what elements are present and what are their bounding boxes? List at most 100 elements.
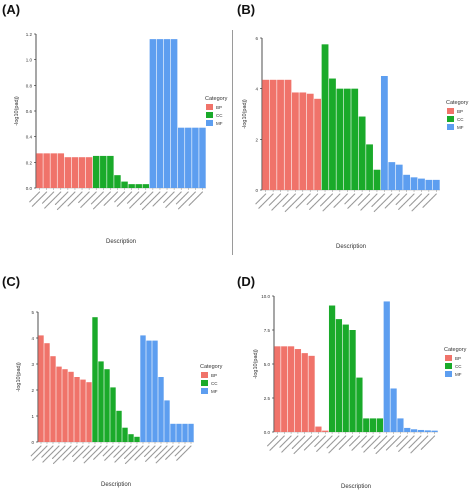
panel-a-bar-mf <box>163 39 171 189</box>
panel-c-xtick-label <box>145 445 162 462</box>
panel-c-bar-mf <box>140 335 146 442</box>
panel-a-legend-title: Category <box>205 96 228 102</box>
panel-a-xtick-label <box>56 191 76 211</box>
panel-a-ytick-label: 0.2 <box>26 160 33 165</box>
panel-d-xtick-label <box>268 435 285 452</box>
panel-c-xtick-label <box>155 445 174 464</box>
panel-d-xtick-label <box>420 435 436 450</box>
panel-c-xtick-label <box>175 445 192 462</box>
panel-a-xtick-label <box>67 191 83 207</box>
panel-b-bar-cc <box>329 78 336 190</box>
panel-a-xtick-label <box>152 191 168 207</box>
panel-d-bar-mf <box>383 301 390 432</box>
panel-d-legend-label-mf: MF <box>455 372 462 377</box>
panel-d-xtick-label <box>328 435 347 454</box>
panel-b-legend-label-bp: BP <box>457 109 463 114</box>
panel-d-bar-mf <box>410 429 418 432</box>
panel-d-legend-swatch-bp <box>445 355 452 361</box>
panel-b-xtick-label <box>371 193 385 208</box>
panel-b-bar-cc <box>336 88 344 190</box>
panel-d-xtick-label <box>385 435 401 451</box>
panel-b-legend-label-mf: MF <box>457 125 464 130</box>
panel-d-legend-title: Category <box>444 347 467 353</box>
panel-d-xtick-label <box>361 435 374 448</box>
panel-a-bar-cc <box>121 181 128 188</box>
panel-a-bar-mf <box>170 39 178 189</box>
panel-a-bar-cc <box>114 175 121 188</box>
panel-a-xtick-label <box>93 191 111 210</box>
panel-c-ytick-label: 5 <box>31 310 34 315</box>
panel-c-bar-bp <box>62 369 68 442</box>
panel-c-xtick-label <box>52 445 72 465</box>
panel-d-xtick-label <box>326 435 340 449</box>
panel-a-bar-bp <box>85 157 93 188</box>
panel-d-bar-cc <box>356 377 363 432</box>
panel-b-bar-bp <box>284 79 292 190</box>
panel-c-xtick-label <box>124 445 144 465</box>
panel-b-xtick-label <box>284 193 304 213</box>
panel-c-xtick-label <box>83 445 102 464</box>
panel-c-xtick-label <box>114 445 132 463</box>
panel-c-xtick-label <box>154 445 168 459</box>
panel-d-bar-bp <box>308 355 315 432</box>
panel-b-xtick-label <box>411 193 430 212</box>
panel-b-bar-mf <box>418 178 425 190</box>
panel-d-ytick-label: 7.5 <box>264 328 271 333</box>
panel-a-bar-cc <box>142 184 150 188</box>
panel-c-bar-bp <box>68 371 74 442</box>
panel-b-bar-cc <box>358 116 366 190</box>
panel-b-xtick-label <box>409 193 423 207</box>
panel-a-xtick-label <box>78 191 90 204</box>
panel-a-ytick-label: 0.0 <box>26 186 33 191</box>
panel-a-xtick-label <box>126 191 140 204</box>
panel-a-bar-cc <box>135 184 142 188</box>
panel-c-bar-cc <box>134 436 140 442</box>
panel-a-xtick-label <box>31 191 48 208</box>
panel-d-ytick-label: 10.0 <box>261 294 270 299</box>
panel-d-bar-cc <box>369 418 377 432</box>
panel-b-xtick-label <box>398 193 415 210</box>
panel-b-xtick-label <box>282 193 296 208</box>
panel-a-bar-bp <box>50 153 57 188</box>
panel-b-xtick-label <box>360 193 378 211</box>
panel-a-bar-cc <box>128 184 135 188</box>
panel-d-bar-bp <box>274 346 281 432</box>
panel-b-legend-label-cc: CC <box>457 117 464 122</box>
panel-b-label: (B) <box>237 2 255 17</box>
panel-c-xtick-label <box>42 445 60 463</box>
panel-a-bar-bp <box>71 157 79 188</box>
panel-b-ytick-label: 4 <box>255 87 258 92</box>
panel-d-bar-bp <box>301 353 308 432</box>
panel-b-bar-mf <box>380 76 388 190</box>
panel-c-xtick-label <box>82 445 96 459</box>
panel-c-legend-label-mf: MF <box>211 389 218 394</box>
panel-d-bar-bp <box>287 346 295 432</box>
panel-a-ytick-label: 0.8 <box>26 83 33 88</box>
panel-c-bar-mf <box>164 400 170 442</box>
panel-a-label: (A) <box>2 2 20 17</box>
panel-c-bar-mf <box>146 340 152 442</box>
panel-c-xtick-label <box>103 445 120 462</box>
panel-c-ytick-label: 1 <box>31 414 34 419</box>
panel-a-legend-label-cc: CC <box>216 113 223 118</box>
panel-b-bar-mf <box>403 174 411 190</box>
panel-b-xtick-label <box>306 193 319 206</box>
panel-b-xtick-label <box>309 193 326 210</box>
panel-b-xtick-label <box>357 193 371 206</box>
panel-a-bar-mf <box>192 127 199 188</box>
panel-b-bar-bp <box>262 79 270 190</box>
panel-c-bar-cc <box>116 410 122 442</box>
panel-a-xtick-label <box>129 191 147 209</box>
panel-c-bar-mf <box>188 423 194 442</box>
panel-a-bar-bp <box>43 153 50 188</box>
panel-c-ytick-label: 2 <box>31 388 34 393</box>
panel-b-xtick-label <box>384 193 400 209</box>
panel-d-bar-cc <box>349 330 356 432</box>
panel-a-xtick-label <box>41 191 55 204</box>
panel-a-xtick-label <box>175 191 189 205</box>
panel-b-xtick-label <box>344 193 356 205</box>
panel-c-bar-bp <box>44 343 50 442</box>
panel-c-xtick-label <box>93 445 108 460</box>
panel-a-y-axis-title: -log10(padj) <box>14 96 20 126</box>
